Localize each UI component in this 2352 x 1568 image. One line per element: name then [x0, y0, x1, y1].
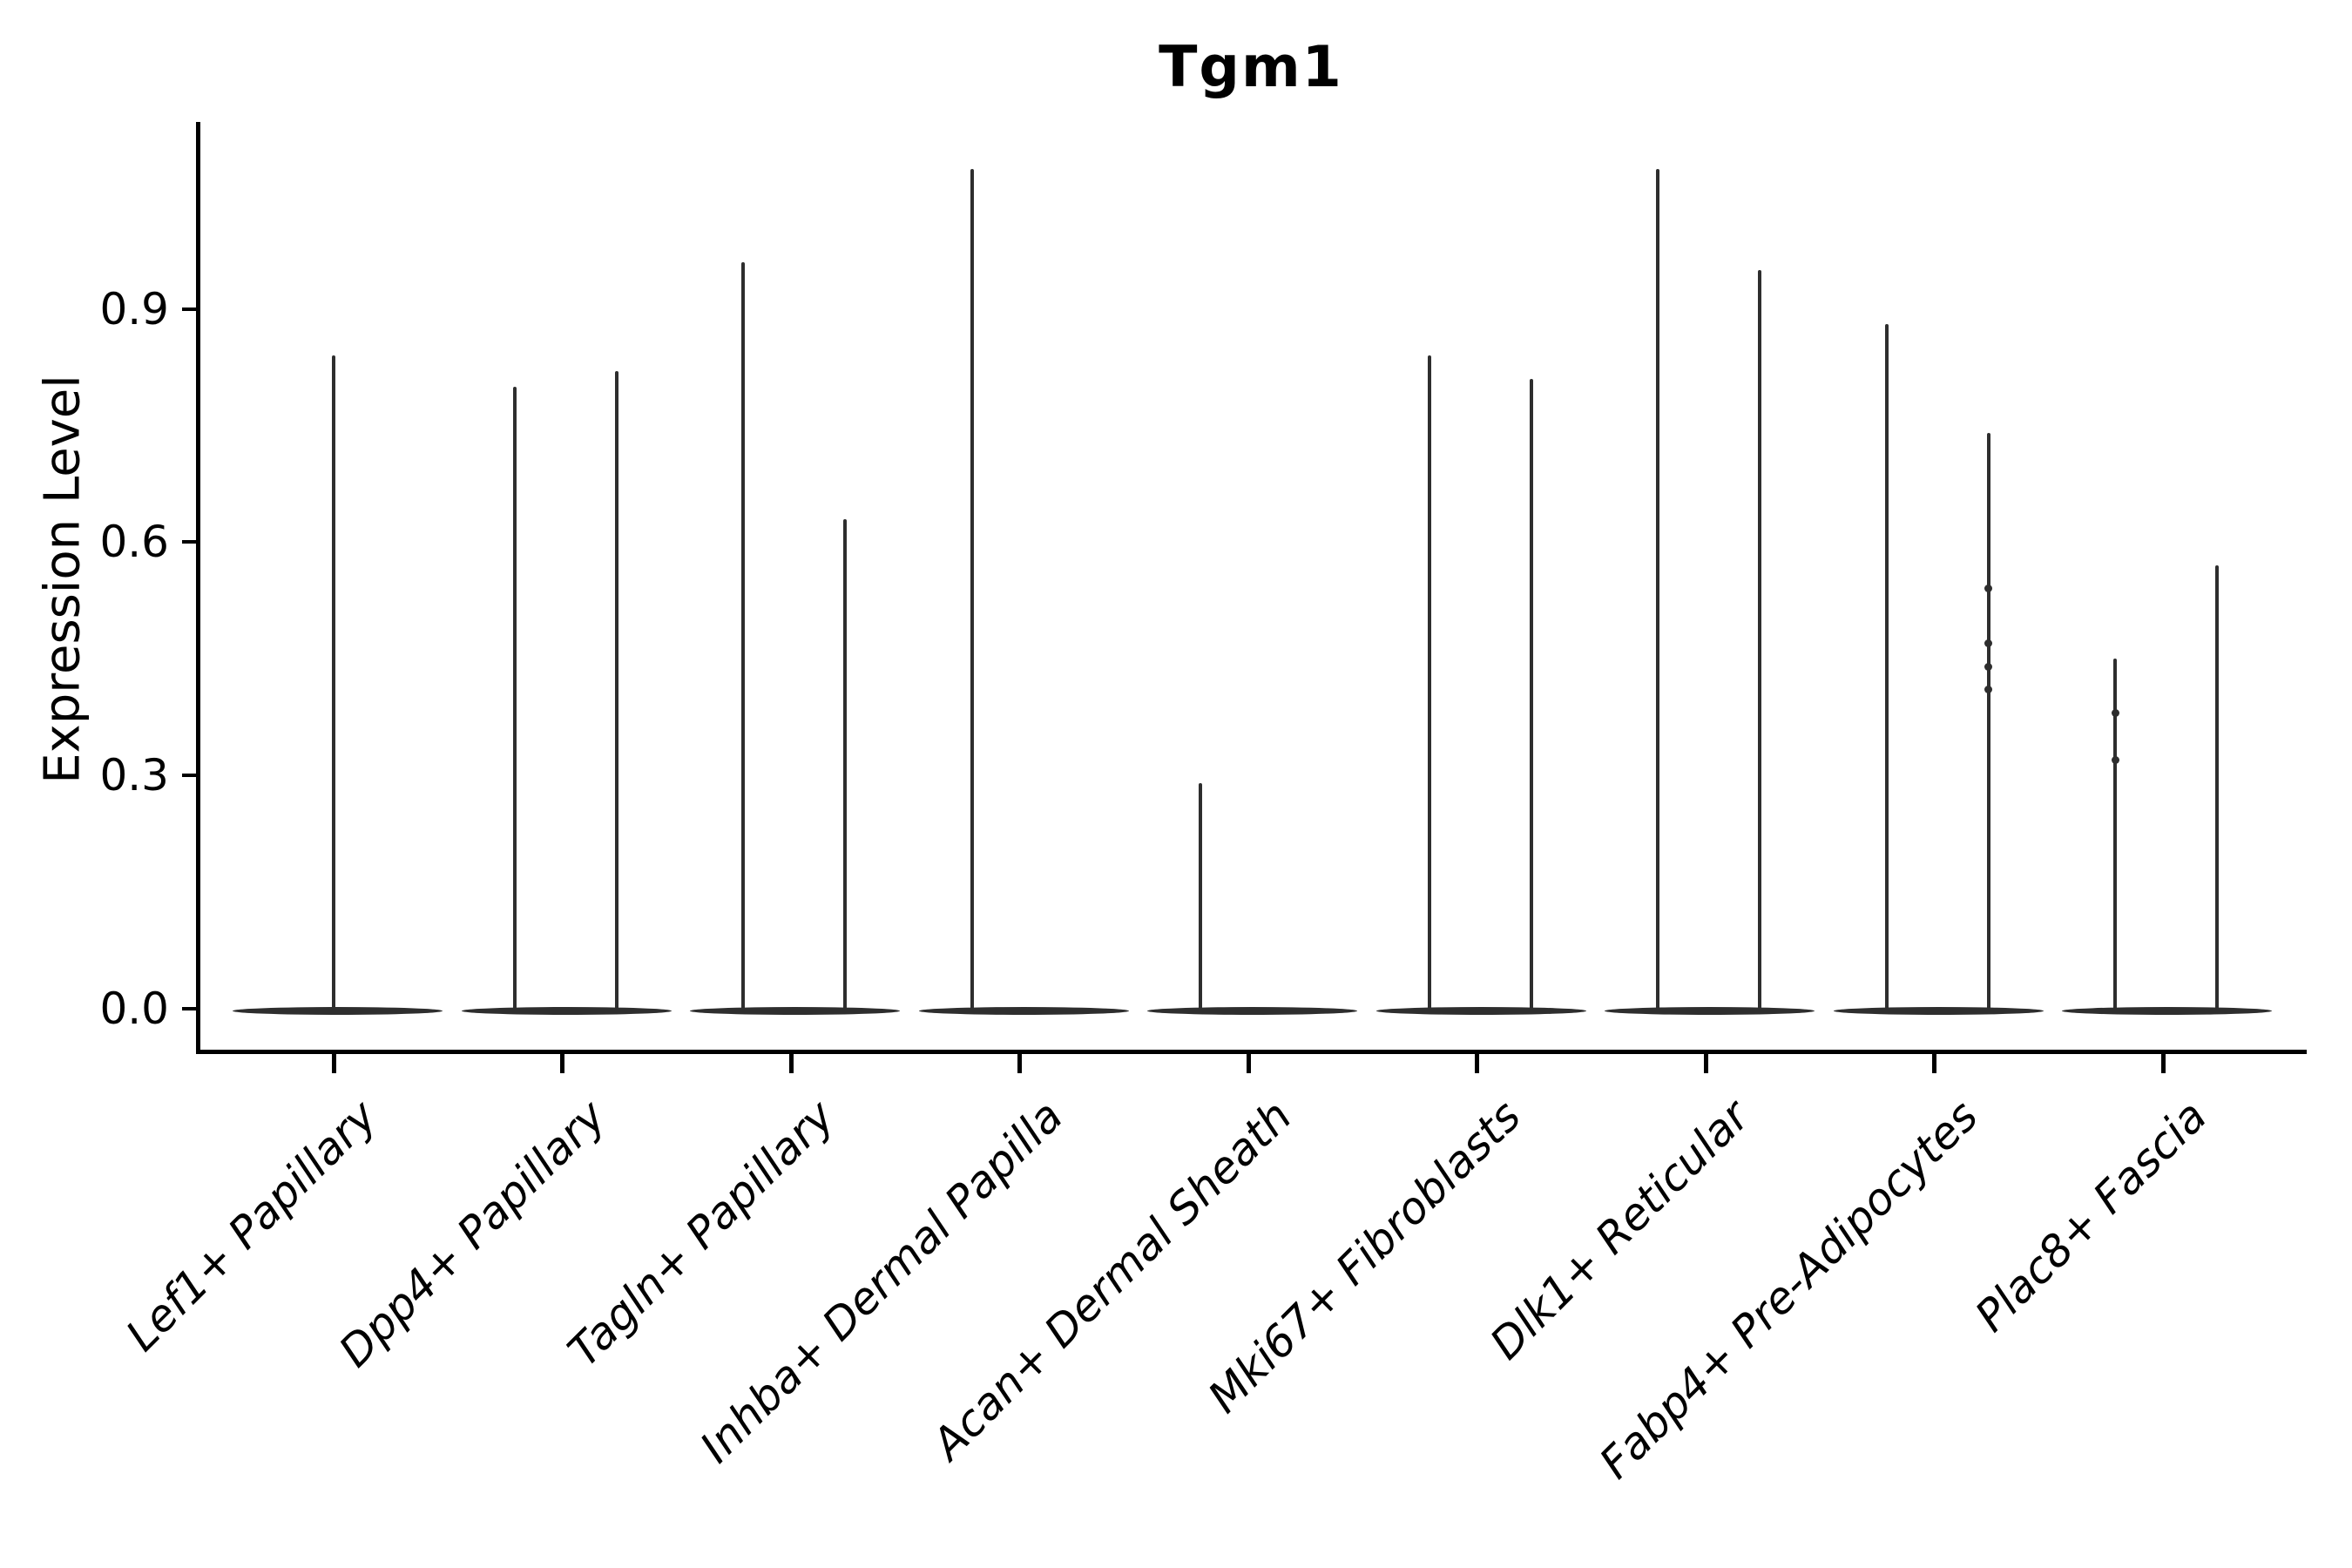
x-tick-mark [331, 1054, 336, 1073]
y-axis-title: Expression Level [34, 375, 91, 784]
y-axis-line [196, 122, 200, 1054]
violin-spike [970, 168, 974, 1014]
violin-spike [2215, 565, 2219, 1014]
expression-point [1984, 662, 1992, 671]
y-tick-label: 0.3 [99, 750, 169, 801]
x-tick-label: Plac8+ Fascia [1965, 1091, 2217, 1342]
expression-point [1984, 639, 1992, 647]
violin-spike [1758, 269, 1761, 1014]
violin-spike [332, 355, 335, 1014]
violin-spike [1884, 324, 1889, 1014]
x-tick-mark [1017, 1054, 1022, 1073]
violin-spike [614, 370, 618, 1014]
y-tick-mark [182, 774, 196, 778]
y-tick-label: 0.6 [99, 517, 169, 568]
violin-base [918, 1006, 1129, 1015]
y-tick-mark [182, 1007, 196, 1010]
y-tick-mark [182, 307, 196, 311]
violin-spike [741, 262, 745, 1014]
violin-base [1375, 1006, 1586, 1015]
violin-spike [1529, 378, 1533, 1014]
expression-point [2111, 755, 2119, 764]
x-tick-mark [560, 1054, 564, 1073]
x-tick-mark [1703, 1054, 1708, 1073]
violin-spike [1199, 783, 1202, 1014]
expression-point [1984, 585, 1992, 593]
y-tick-label: 0.9 [99, 283, 169, 335]
x-tick-mark [1475, 1054, 1479, 1073]
x-tick-mark [1246, 1054, 1251, 1073]
violin-spike [1427, 355, 1431, 1014]
x-tick-label: Lef1+ Papillary [116, 1091, 388, 1362]
chart-title: Tgm1 [1159, 35, 1343, 100]
violin-base [461, 1006, 672, 1015]
violin-spike [512, 386, 517, 1014]
violin-spike [843, 518, 847, 1014]
x-tick-label: Inhba+ Dermal Papilla [691, 1091, 1073, 1473]
x-tick-label: Fabp4+ Pre-Adipocytes [1589, 1091, 1988, 1489]
violin-spike [1986, 433, 1990, 1014]
violin-base [1833, 1006, 2044, 1015]
violin-base [1605, 1006, 1815, 1015]
x-tick-mark [1932, 1054, 1936, 1073]
x-tick-mark [788, 1054, 794, 1073]
violin-spike [2113, 659, 2117, 1014]
y-tick-mark [182, 540, 196, 544]
x-tick-mark [2160, 1054, 2166, 1073]
violin-spike [1656, 168, 1659, 1014]
x-axis-line [196, 1050, 2307, 1054]
violin-base [2062, 1006, 2272, 1015]
violin-base [233, 1006, 443, 1015]
expression-point [1984, 686, 1992, 694]
violin-base [1147, 1006, 1357, 1015]
expression-point [2111, 709, 2119, 718]
y-tick-label: 0.0 [99, 983, 169, 1034]
violin-base [690, 1006, 900, 1015]
